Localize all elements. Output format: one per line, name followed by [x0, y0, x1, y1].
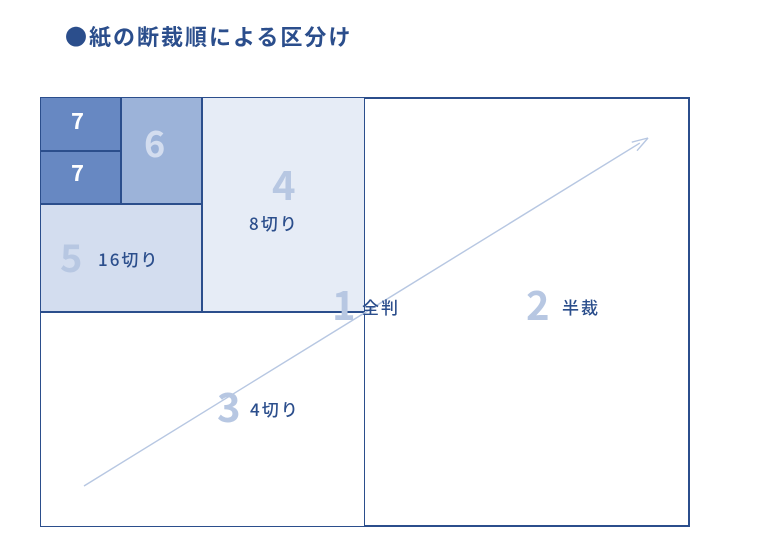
label-16kiri: 16切り	[98, 250, 159, 267]
diagram-title: ●紙の断裁順による区分け	[65, 20, 352, 52]
cut-number-4: 4	[272, 163, 296, 203]
cut-number-7b: 7	[71, 161, 84, 183]
label-zenban: 全判	[362, 298, 400, 315]
cut-number-2: 2	[526, 283, 550, 323]
region-3-quarter	[40, 312, 365, 527]
cut-number-6: 6	[144, 124, 165, 160]
label-4kiri: 4切り	[250, 400, 300, 417]
label-8kiri: 8切り	[249, 214, 299, 231]
cut-number-1: 1	[332, 283, 356, 323]
cut-number-3: 3	[217, 385, 241, 425]
cut-number-5: 5	[60, 237, 82, 275]
label-hansai: 半裁	[562, 298, 600, 315]
cut-number-7a: 7	[71, 109, 84, 131]
